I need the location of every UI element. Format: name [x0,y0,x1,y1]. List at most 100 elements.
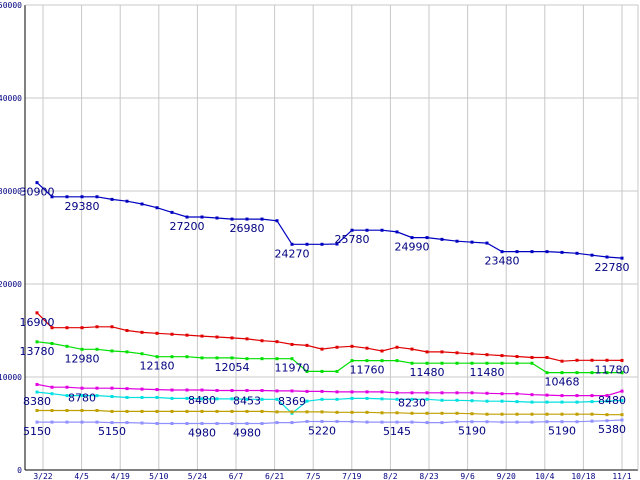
data-label: 11970 [275,362,310,375]
data-point [410,347,414,351]
data-point [260,409,264,413]
data-point [155,355,159,359]
data-point [380,390,384,394]
data-point [200,388,204,392]
data-point [35,311,39,315]
data-point [350,410,354,414]
data-point [95,408,99,412]
data-point [515,361,519,365]
data-point [620,371,624,375]
data-point [455,391,459,395]
data-label: 29380 [65,200,100,213]
data-point [110,409,114,413]
data-point [500,412,504,416]
data-point [65,326,69,330]
data-point [485,353,489,357]
data-point [230,217,234,221]
data-point [65,344,69,348]
x-tick-label: 4/5 [74,472,89,480]
data-point [230,422,234,425]
data-point [605,358,609,362]
data-point [230,336,234,340]
data-point [155,206,159,210]
data-point [320,347,324,351]
data-label: 5145 [383,425,411,438]
data-point [125,350,129,354]
data-label: 10468 [545,376,580,389]
data-point [590,394,594,398]
series-layer [35,181,624,425]
data-point [500,392,504,396]
series-3 [35,340,624,375]
data-label: 4980 [188,427,216,440]
data-point [410,411,414,415]
data-point [140,352,144,356]
data-point [185,422,189,425]
data-label: 11760 [350,364,385,377]
data-point [140,387,144,391]
data-point [95,347,99,351]
data-point [515,250,519,254]
data-label: 5380 [598,423,626,436]
x-tick-label: 9/20 [497,472,516,480]
data-point [425,361,429,365]
data-label: 8369 [278,395,306,408]
data-point [35,420,39,424]
data-point [80,408,84,412]
data-point [500,250,504,254]
data-point [560,371,564,375]
x-tick-label: 10/18 [571,472,595,480]
data-point [380,359,384,363]
data-point [125,409,129,413]
data-point [620,413,624,417]
data-label: 23480 [485,255,520,268]
data-label: 25780 [335,233,370,246]
data-point [590,371,594,375]
data-point [365,410,369,414]
data-point [470,361,474,365]
data-point [245,409,249,413]
data-point [440,398,444,402]
data-point [80,347,84,351]
data-point [200,422,204,425]
data-point [155,331,159,335]
data-point [500,420,504,424]
data-point [140,409,144,413]
data-label: 5150 [98,425,126,438]
data-point [545,400,549,404]
data-point [530,420,534,424]
data-label: 5150 [23,425,51,438]
data-point [530,400,534,404]
data-point [530,355,534,359]
data-point [470,420,474,424]
data-point [545,355,549,359]
data-point [605,255,609,259]
data-point [125,387,129,391]
data-point [440,411,444,415]
y-tick-label: 0 [17,466,22,475]
series-4 [35,382,624,398]
data-point [65,408,69,412]
data-point [110,325,114,329]
data-point [110,349,114,353]
data-point [320,419,324,423]
data-point [380,228,384,232]
series-5 [35,390,624,415]
data-point [155,395,159,399]
data-point [380,420,384,424]
data-point [350,228,354,232]
data-label: 24270 [275,247,310,260]
x-tick-label: 4/19 [111,472,130,480]
data-point [350,396,354,400]
y-tick-label: 40000 [0,94,22,103]
data-point [290,357,294,361]
data-point [215,335,219,339]
data-point [560,250,564,254]
data-point [410,361,414,365]
x-tick-label: 6/21 [265,472,284,480]
y-tick-label: 50000 [0,1,22,10]
data-point [245,388,249,392]
data-point [80,195,84,199]
data-point [305,419,309,423]
